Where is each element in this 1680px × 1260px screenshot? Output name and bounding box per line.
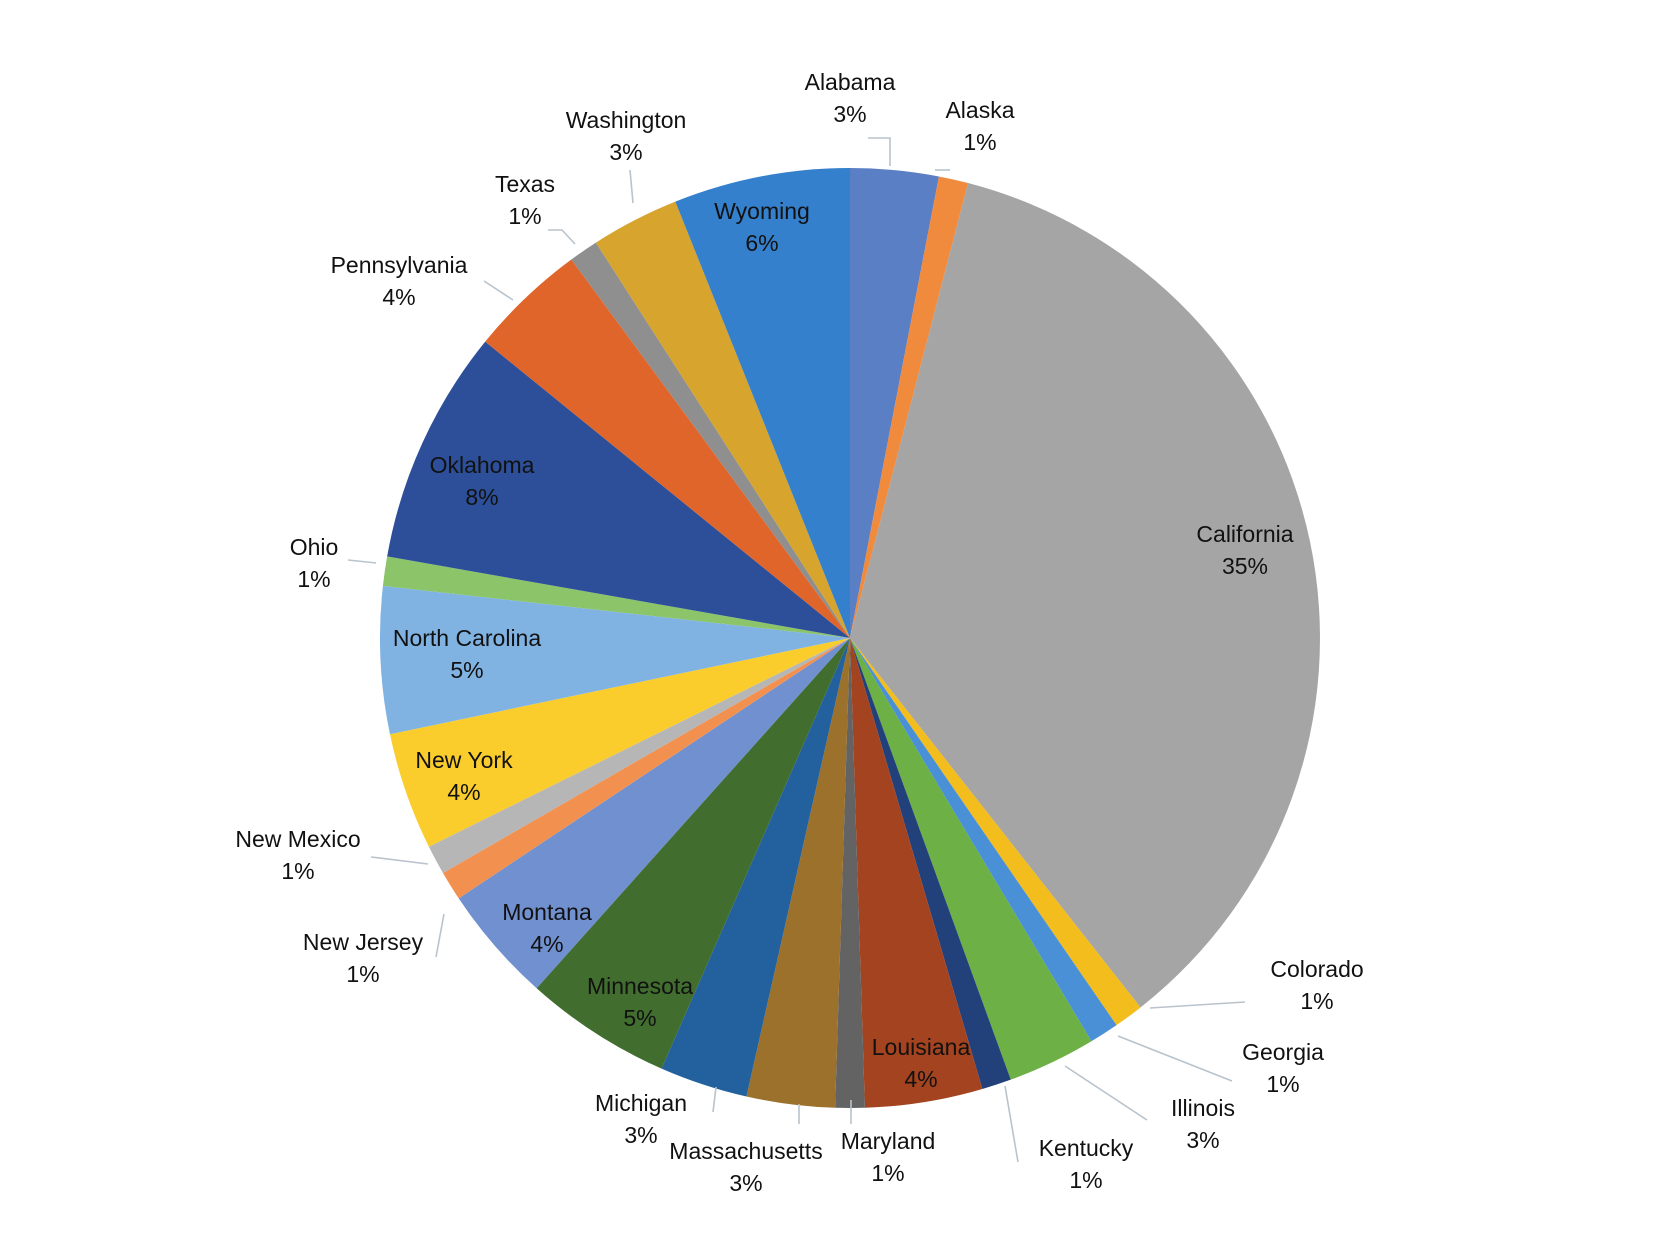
slice-value-michigan: 3% bbox=[624, 1122, 657, 1148]
slice-value-new-york: 4% bbox=[447, 779, 480, 805]
slice-label-washington: Washington bbox=[566, 107, 687, 133]
slice-label-oklahoma: Oklahoma bbox=[430, 452, 535, 478]
pie-slice-wyoming bbox=[675, 168, 850, 638]
pie-slice-new-york bbox=[389, 638, 850, 847]
slice-label-new-mexico: New Mexico bbox=[235, 826, 360, 852]
slice-value-oklahoma: 8% bbox=[465, 484, 498, 510]
slice-label-pennsylvania: Pennsylvania bbox=[331, 252, 468, 278]
slice-value-minnesota: 5% bbox=[623, 1005, 656, 1031]
leader-line-kentucky bbox=[1004, 1085, 1019, 1163]
leader-line-georgia bbox=[1117, 1035, 1233, 1082]
slice-value-california: 35% bbox=[1222, 553, 1268, 579]
pie-slice-alaska bbox=[850, 176, 969, 639]
pie-slice-pennsylvania bbox=[485, 259, 850, 638]
slice-value-illinois: 3% bbox=[1186, 1127, 1219, 1153]
slice-value-new-jersey: 1% bbox=[346, 961, 379, 987]
slice-value-wyoming: 6% bbox=[745, 230, 778, 256]
slice-value-ohio: 1% bbox=[297, 566, 330, 592]
pie-slice-illinois bbox=[850, 638, 1092, 1080]
leader-lines bbox=[347, 137, 1246, 1163]
slice-value-georgia: 1% bbox=[1266, 1071, 1299, 1097]
slice-value-new-mexico: 1% bbox=[281, 858, 314, 884]
pie-slice-oklahoma bbox=[387, 341, 850, 638]
pie-slice-california bbox=[850, 183, 1320, 1008]
slice-label-michigan: Michigan bbox=[595, 1090, 687, 1116]
pie-slice-kentucky bbox=[850, 638, 1011, 1089]
pie-slice-colorado bbox=[850, 638, 1141, 1026]
slice-label-minnesota: Minnesota bbox=[587, 973, 693, 999]
slice-value-pennsylvania: 4% bbox=[382, 284, 415, 310]
leader-line-washington bbox=[629, 169, 634, 204]
pie-slice-maryland bbox=[835, 638, 865, 1108]
slice-label-georgia: Georgia bbox=[1242, 1039, 1324, 1065]
slice-value-colorado: 1% bbox=[1300, 988, 1333, 1014]
slice-label-illinois: Illinois bbox=[1171, 1095, 1235, 1121]
pie-slice-ohio bbox=[382, 556, 850, 638]
pie-slice-alabama bbox=[850, 168, 939, 638]
slice-label-wyoming: Wyoming bbox=[714, 198, 810, 224]
slice-label-colorado: Colorado bbox=[1270, 956, 1363, 982]
slice-value-kentucky: 1% bbox=[1069, 1167, 1102, 1193]
leader-line-new-jersey bbox=[435, 913, 445, 958]
leader-line-new-mexico bbox=[370, 856, 429, 865]
pie-slice-louisiana bbox=[850, 638, 983, 1108]
slice-label-ohio: Ohio bbox=[290, 534, 339, 560]
leader-line-ohio bbox=[347, 559, 377, 564]
pie-slice-massachusetts bbox=[746, 638, 850, 1108]
slice-labels: Alabama 3% Alaska 1% California 35% Colorado 1%… bbox=[235, 69, 1363, 1196]
pie-slice-texas bbox=[571, 242, 850, 639]
slice-value-alaska: 1% bbox=[963, 129, 996, 155]
slice-label-maryland: Maryland bbox=[841, 1128, 936, 1154]
slice-label-alabama: Alabama bbox=[805, 69, 896, 95]
slice-label-north-carolina: North Carolina bbox=[393, 625, 541, 651]
leader-line-alabama bbox=[868, 137, 891, 166]
slice-label-louisiana: Louisiana bbox=[872, 1034, 971, 1060]
slice-label-california: California bbox=[1196, 521, 1293, 547]
pie-slice-washington bbox=[595, 201, 850, 639]
pie-slices bbox=[380, 168, 1320, 1108]
slice-value-washington: 3% bbox=[609, 139, 642, 165]
slice-value-maryland: 1% bbox=[871, 1160, 904, 1186]
slice-value-texas: 1% bbox=[508, 203, 541, 229]
leader-line-texas bbox=[548, 229, 576, 245]
pie-slice-minnesota bbox=[536, 638, 850, 1069]
pie-slice-georgia bbox=[850, 638, 1117, 1042]
pie-slice-michigan bbox=[661, 638, 850, 1097]
pie-slice-new-mexico bbox=[428, 638, 850, 873]
slice-label-alaska: Alaska bbox=[945, 97, 1014, 123]
slice-label-new-jersey: New Jersey bbox=[303, 929, 424, 955]
slice-label-massachusetts: Massachusetts bbox=[669, 1138, 822, 1164]
pie-slice-new-jersey bbox=[442, 638, 850, 899]
pie-slice-north-carolina bbox=[380, 585, 850, 735]
slice-value-montana: 4% bbox=[530, 931, 563, 957]
slice-value-north-carolina: 5% bbox=[450, 657, 483, 683]
leader-line-michigan bbox=[712, 1086, 717, 1113]
slice-value-massachusetts: 3% bbox=[729, 1170, 762, 1196]
slice-label-new-york: New York bbox=[415, 747, 513, 773]
leader-line-illinois bbox=[1064, 1065, 1148, 1121]
slice-value-louisiana: 4% bbox=[904, 1066, 937, 1092]
slice-label-texas: Texas bbox=[495, 171, 555, 197]
pie-slice-montana bbox=[458, 638, 850, 989]
slice-label-kentucky: Kentucky bbox=[1039, 1135, 1134, 1161]
slice-value-alabama: 3% bbox=[833, 101, 866, 127]
leader-line-colorado bbox=[1149, 1001, 1246, 1009]
slice-label-montana: Montana bbox=[502, 899, 592, 925]
leader-line-pennsylvania bbox=[483, 280, 514, 301]
